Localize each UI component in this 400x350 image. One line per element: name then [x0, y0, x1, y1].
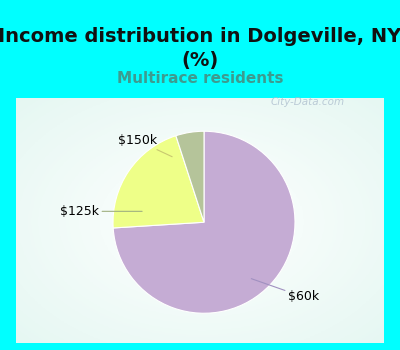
Text: Multirace residents: Multirace residents: [117, 71, 283, 86]
Wedge shape: [113, 136, 204, 228]
Text: $125k: $125k: [60, 205, 142, 218]
Text: Income distribution in Dolgeville, NY
(%): Income distribution in Dolgeville, NY (%…: [0, 27, 400, 70]
Text: City-Data.com: City-Data.com: [271, 97, 345, 107]
Wedge shape: [176, 131, 204, 222]
Wedge shape: [113, 131, 295, 313]
Text: $60k: $60k: [251, 279, 319, 303]
Text: $150k: $150k: [118, 134, 172, 157]
